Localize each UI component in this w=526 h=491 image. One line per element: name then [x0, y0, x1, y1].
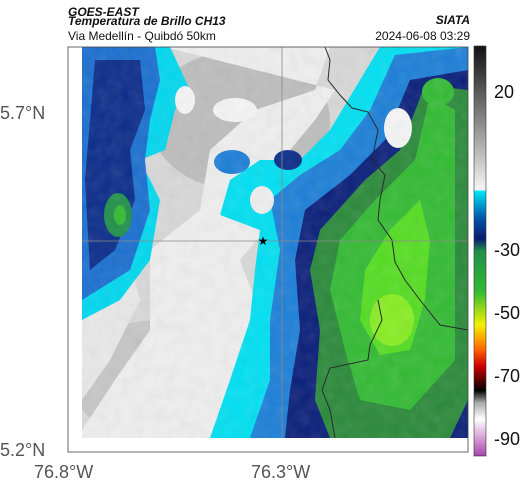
colorbar-tick-label: -70	[494, 366, 521, 387]
colorbar-tick-label: -30	[494, 240, 521, 260]
colorbar-tick-label: -90	[494, 429, 521, 450]
lat-tick-label: 5.7°N	[0, 102, 46, 123]
satellite-name: GOES-EAST	[68, 5, 139, 19]
product-title: Temperatura de Brillo CH13	[68, 14, 226, 28]
map-frame	[67, 46, 469, 453]
organization-label: SIATA	[435, 13, 470, 27]
location-star-marker: ★	[258, 234, 269, 248]
area-label: Via Medellín - Quibdó 50km	[68, 29, 216, 43]
brightness-temperature-field	[82, 47, 468, 438]
lat-tick-label: 5.2°N	[0, 440, 46, 460]
colorbar-tick-label: 20	[494, 82, 515, 103]
colorbar-gradient	[473, 45, 487, 457]
colorbar-tick-label: -50	[494, 303, 521, 324]
colorbar	[473, 45, 487, 457]
timestamp-label: 2024-06-08 03:29	[375, 29, 470, 43]
lon-tick-label: 76.8°W	[34, 462, 94, 482]
lon-tick-label: 76.3°W	[251, 462, 311, 482]
